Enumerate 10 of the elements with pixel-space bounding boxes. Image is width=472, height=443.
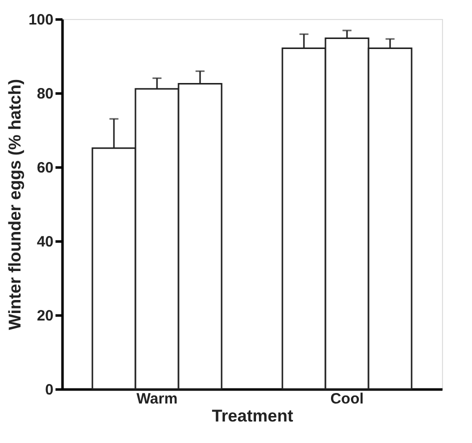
- y-tick-label: 40: [36, 234, 54, 250]
- y-tick-label: 0: [45, 382, 54, 398]
- y-tick-label: 20: [36, 308, 54, 324]
- y-axis-title: Winter flounder eggs (% hatch): [5, 78, 24, 330]
- x-tick-label: Warm: [136, 390, 178, 408]
- y-tick-label: 100: [28, 12, 54, 28]
- y-tick-label: 60: [36, 160, 54, 176]
- x-tick-label: Cool: [330, 390, 364, 408]
- x-axis-title: Treatment: [212, 406, 294, 426]
- y-tick-label: 80: [36, 86, 54, 102]
